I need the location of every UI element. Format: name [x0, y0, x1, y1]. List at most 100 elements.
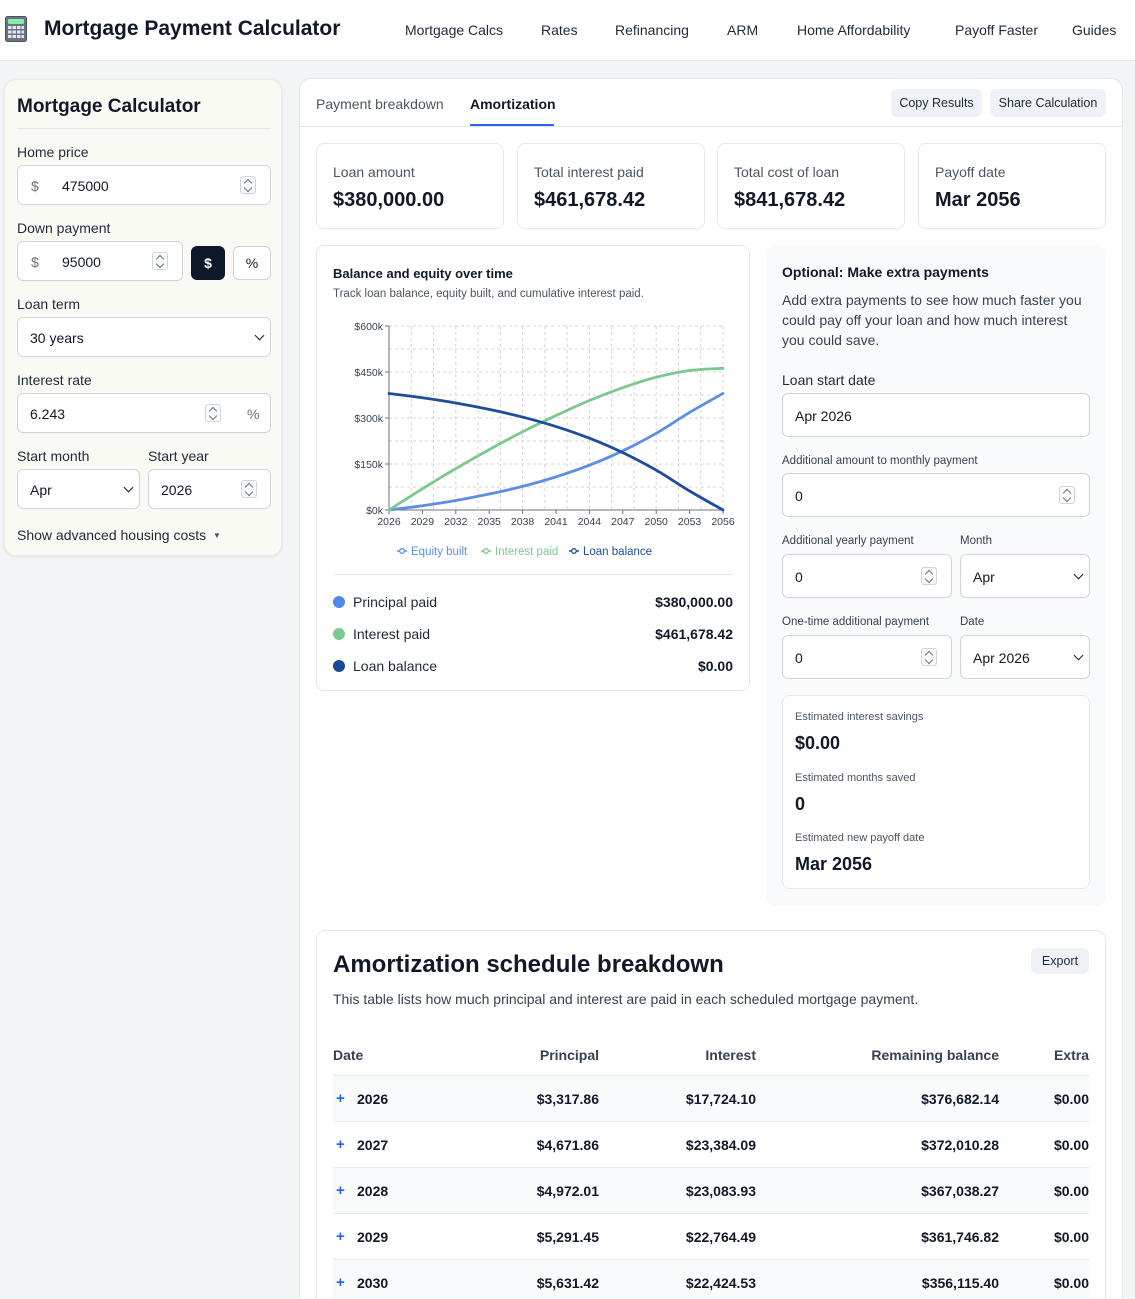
nav-rates[interactable]: Rates [541, 22, 578, 38]
calculator-title: Mortgage Calculator [17, 96, 201, 117]
x-tick-label: 2029 [411, 516, 435, 528]
table-row[interactable]: + 2028 $4,972.01 $23,083.93 $367,038.27 … [333, 1168, 1089, 1214]
monthly-extra-input[interactable]: 0 [782, 473, 1090, 517]
row-extra: $0.00 [1053, 1091, 1089, 1107]
spinner-icon[interactable] [921, 567, 937, 585]
onetime-date-label: Date [960, 616, 985, 628]
onetime-input[interactable]: 0 [782, 635, 952, 679]
table-row[interactable]: + 2030 $5,631.42 $22,424.53 $356,115.40 … [333, 1260, 1089, 1299]
start-month-select[interactable]: Apr [17, 469, 140, 509]
x-tick-label: 2050 [645, 516, 669, 528]
nav-arm[interactable]: ARM [727, 22, 759, 38]
down-payment-label: Down payment [17, 220, 111, 236]
spinner-icon[interactable] [205, 404, 221, 422]
interest-rate-value: 6.243 [30, 406, 66, 422]
nav-payoff-faster[interactable]: Payoff Faster [955, 22, 1039, 38]
spinner-icon[interactable] [1059, 486, 1075, 504]
expand-icon[interactable]: + [336, 1274, 345, 1291]
monthly-extra-value: 0 [795, 488, 803, 504]
expand-icon[interactable]: + [336, 1090, 345, 1107]
loan-term-select[interactable]: 30 years [17, 317, 271, 357]
row-interest: $17,724.10 [685, 1091, 756, 1107]
stat-value: $461,678.42 [534, 189, 646, 211]
expand-icon[interactable]: + [336, 1182, 345, 1199]
expand-icon[interactable]: + [336, 1136, 345, 1153]
advanced-costs-toggle[interactable]: Show advanced housing costs [17, 527, 207, 543]
yearly-extra-input[interactable]: 0 [782, 554, 952, 598]
table-row[interactable]: + 2026 $3,317.86 $17,724.10 $376,682.14 … [333, 1076, 1089, 1122]
divider [333, 574, 733, 575]
series-line-loan-balance [387, 392, 725, 512]
chevron-down-icon [1073, 650, 1084, 661]
x-tick-label: 2053 [678, 516, 702, 528]
stat-value: Mar 2056 [935, 189, 1021, 211]
row-date: 2030 [357, 1275, 389, 1291]
column-remaining-balance: Remaining balance [871, 1047, 999, 1063]
home-price-input[interactable]: $ 475000 [17, 165, 271, 205]
summary-label: Interest paid [353, 626, 431, 642]
balance-equity-chart: $0k $150k $300k $450k $600k 2026 2029 2032 2035 2… [354, 321, 734, 558]
loan-term-value: 30 years [30, 330, 84, 346]
row-balance: $356,115.40 [921, 1275, 999, 1291]
estimates-box: Estimated interest savings $0.00 Estimat… [782, 695, 1090, 889]
spinner-icon[interactable] [152, 252, 168, 270]
copy-results-button[interactable]: Copy Results [891, 89, 982, 117]
summary-value: $380,000.00 [655, 594, 733, 610]
stat-total-interest: Total interest paid $461,678.42 [517, 143, 705, 229]
nav-refinancing[interactable]: Refinancing [615, 22, 689, 38]
summary-value: $461,678.42 [655, 626, 733, 642]
caret-down-icon: ▼ [213, 531, 221, 540]
row-principal: $5,631.42 [536, 1275, 599, 1291]
dollar-mode-button[interactable]: $ [191, 246, 225, 280]
results-panel: Payment breakdown Amortization Copy Resu… [299, 78, 1123, 1299]
active-tab-indicator [470, 124, 554, 126]
table-row[interactable]: + 2027 $4,671.86 $23,384.09 $372,010.28 … [333, 1122, 1089, 1168]
home-price-label: Home price [17, 144, 89, 160]
column-extra: Extra [1053, 1047, 1089, 1063]
extra-description: Add extra payments to see how much faste… [782, 292, 1082, 348]
months-saved-value: 0 [795, 794, 806, 814]
yearly-month-label: Month [960, 535, 992, 547]
row-date: 2026 [357, 1091, 389, 1107]
spinner-icon[interactable] [241, 480, 257, 498]
start-year-input[interactable]: 2026 [148, 469, 271, 509]
expand-icon[interactable]: + [336, 1228, 345, 1245]
stat-label: Loan amount [333, 164, 415, 180]
row-interest: $23,384.09 [685, 1137, 756, 1153]
nav-guides[interactable]: Guides [1072, 22, 1117, 38]
calculator-card: Mortgage Calculator Home price $ 475000 … [4, 79, 282, 556]
percent-mode-button[interactable]: % [233, 246, 271, 280]
table-row[interactable]: + 2029 $5,291.45 $22,764.49 $361,746.82 … [333, 1214, 1089, 1260]
down-payment-input[interactable]: $ 95000 [17, 241, 183, 281]
summary-balance: Loan balance $0.00 [333, 656, 733, 676]
calculator-icon [5, 16, 27, 42]
legend-marker [571, 548, 577, 554]
onetime-date-select[interactable]: Apr 2026 [960, 635, 1090, 679]
summary-principal: Principal paid $380,000.00 [333, 592, 733, 612]
start-year-label: Start year [148, 448, 209, 464]
share-calculation-button[interactable]: Share Calculation [990, 89, 1106, 117]
legend-marker [483, 548, 489, 554]
tab-payment-breakdown[interactable]: Payment breakdown [316, 96, 444, 112]
export-button[interactable]: Export [1031, 948, 1089, 974]
spinner-icon[interactable] [921, 648, 937, 666]
interest-rate-input[interactable]: 6.243 % [17, 393, 271, 433]
y-tick-label: $150k [354, 459, 383, 471]
top-bar: Mortgage Payment Calculator Mortgage Cal… [0, 0, 1135, 61]
chevron-down-icon [1073, 569, 1084, 580]
amortization-schedule: Amortization schedule breakdown This tab… [316, 930, 1106, 1299]
yearly-month-select[interactable]: Apr [960, 554, 1090, 598]
x-tick-label: 2044 [578, 516, 602, 528]
schedule-subtitle: This table lists how much principal and … [333, 991, 919, 1007]
loan-start-date-value: Apr 2026 [795, 408, 852, 424]
stat-loan-amount: Loan amount $380,000.00 [316, 143, 504, 229]
nav-mortgage-calcs[interactable]: Mortgage Calcs [405, 22, 504, 38]
monthly-extra-label: Additional amount to monthly payment [782, 455, 978, 467]
tab-amortization[interactable]: Amortization [470, 96, 556, 112]
nav-home-affordability[interactable]: Home Affordability [797, 22, 911, 38]
loan-start-date-input[interactable]: Apr 2026 [782, 393, 1090, 437]
spinner-icon[interactable] [240, 176, 256, 194]
dollar-prefix: $ [31, 178, 39, 194]
series-line-equity-built [387, 392, 725, 512]
chevron-down-icon [123, 482, 134, 493]
